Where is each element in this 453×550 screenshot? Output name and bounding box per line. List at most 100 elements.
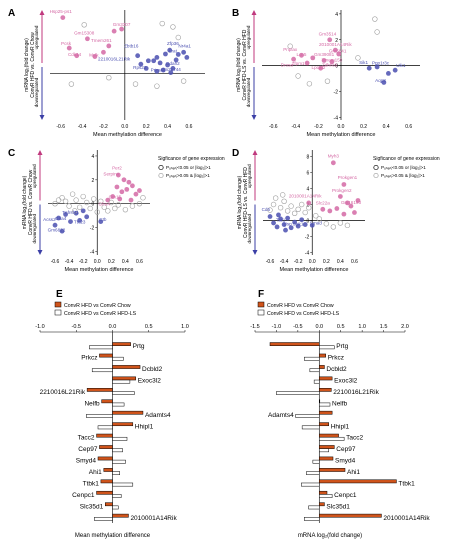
bar [91, 368, 113, 373]
data-point [270, 201, 277, 208]
panel-letter: B [232, 8, 239, 19]
x-tick-label: 1.0 [181, 324, 189, 330]
y-axis-label: mRNA log₂(fold change) [237, 175, 243, 229]
x-tick-label: -0.2 [79, 259, 88, 265]
y-tick-label: -4 [305, 251, 310, 257]
bar [312, 459, 320, 464]
category-label: Ahi1 [347, 469, 360, 476]
legend-title: Sigficance of gene expression [373, 156, 440, 162]
gene-label: Lrat [169, 48, 178, 53]
data-point [316, 216, 322, 222]
panel-letter: E [56, 289, 63, 300]
data-point [122, 206, 129, 213]
y-axis-label: mRNA log₂(fold change) [24, 38, 30, 92]
gene-label: Zfpm1 [292, 61, 305, 66]
data-point [170, 24, 176, 30]
data-point [345, 200, 350, 206]
data-point [133, 191, 139, 197]
gene-label: Gm39081 [314, 52, 335, 57]
category-label: Cep97 [78, 446, 98, 453]
x-tick-label: -0.4 [292, 124, 301, 130]
x-axis-label: Mean methylation difference [65, 267, 134, 273]
x-tick-label: 1.0 [358, 324, 366, 330]
y-axis-label: mRNA log₂(fold change) [236, 38, 242, 92]
x-tick-label: -0.6 [269, 124, 278, 130]
y-tick-label: 4 [91, 154, 94, 160]
y-tick-label: 4 [306, 186, 309, 192]
data-point [124, 186, 130, 192]
gene-label: Prokgen2 [332, 188, 352, 193]
gene-label: Cd5 [262, 207, 271, 212]
data-point [279, 192, 286, 198]
x-tick-label: 0.6 [405, 124, 412, 130]
bar [319, 513, 382, 518]
gene-label: Prokgen1 [338, 175, 358, 180]
data-point [332, 47, 338, 53]
bar [319, 479, 397, 484]
gene-label: Rps22 [133, 65, 147, 70]
gene-label: Cdk14 [68, 52, 82, 57]
gene-label: Gm26744 [161, 67, 182, 72]
data-point [105, 208, 111, 214]
x-tick-label: -0.2 [99, 124, 108, 130]
data-point [154, 83, 160, 89]
bar [319, 436, 345, 441]
gene-label: Acss2 [43, 217, 56, 222]
data-point [81, 22, 87, 28]
legend-marker [373, 172, 379, 179]
x-tick-label: 0.4 [164, 124, 171, 130]
data-point [306, 81, 313, 87]
bar [105, 502, 113, 507]
x-tick-label: 0.0 [315, 324, 323, 330]
category-label: Ttbk1 [398, 480, 415, 487]
data-point [74, 53, 80, 59]
bar [112, 436, 128, 441]
data-point [168, 70, 174, 76]
bar [100, 479, 113, 484]
data-point [119, 189, 125, 195]
bar [306, 471, 320, 475]
bar [112, 494, 122, 498]
data-point [138, 61, 144, 67]
bar [96, 433, 113, 438]
category-label: 2010001A14Rik [130, 515, 177, 522]
category-label: Cep97 [336, 446, 356, 453]
gene-label: Gm3307 [113, 22, 131, 27]
data-point [374, 29, 380, 35]
bar [112, 471, 120, 475]
up-arrow-head [251, 10, 257, 15]
category-label: Adamts4 [145, 412, 171, 419]
panel-a: A -0.6 -0.4 -0.2 0.0 0.2 0.4 0.6 Mean methylatio… [8, 8, 205, 138]
bar [112, 410, 144, 415]
data-point [352, 210, 357, 215]
data-point [295, 223, 301, 229]
bar [112, 505, 119, 510]
gene-label: Ctb [99, 217, 107, 222]
data-point [52, 222, 58, 228]
down-arrow-head [37, 250, 43, 255]
data-point [372, 16, 378, 22]
x-tick-label: 0.0 [94, 259, 101, 265]
gene-label: Hsp25-ps1 [50, 9, 73, 14]
bar [304, 356, 320, 361]
data-point [84, 214, 90, 220]
gene-label: Pnplax [283, 47, 298, 52]
data-point [73, 197, 79, 203]
data-point [310, 55, 316, 61]
data-point [80, 208, 86, 214]
gene-label: Tsc1 [276, 218, 286, 223]
category-label: Exoc3l2 [138, 378, 162, 385]
legend-item-label: Pᵤₙₐₙⱼ<0.05 or |log₂|>1 [381, 165, 426, 170]
x-axis-label: Mean methylation difference [75, 533, 151, 539]
bar [319, 399, 321, 404]
y-axis-label: mRNA log₂(fold change) [22, 175, 28, 229]
data-point [68, 219, 73, 224]
bar [319, 365, 325, 369]
gene-label: Ppp1r3c [372, 61, 390, 66]
bar [112, 459, 126, 464]
x-tick-label: -0.4 [65, 259, 74, 265]
bar [99, 445, 113, 449]
data-point [60, 15, 66, 21]
data-point [114, 184, 120, 190]
